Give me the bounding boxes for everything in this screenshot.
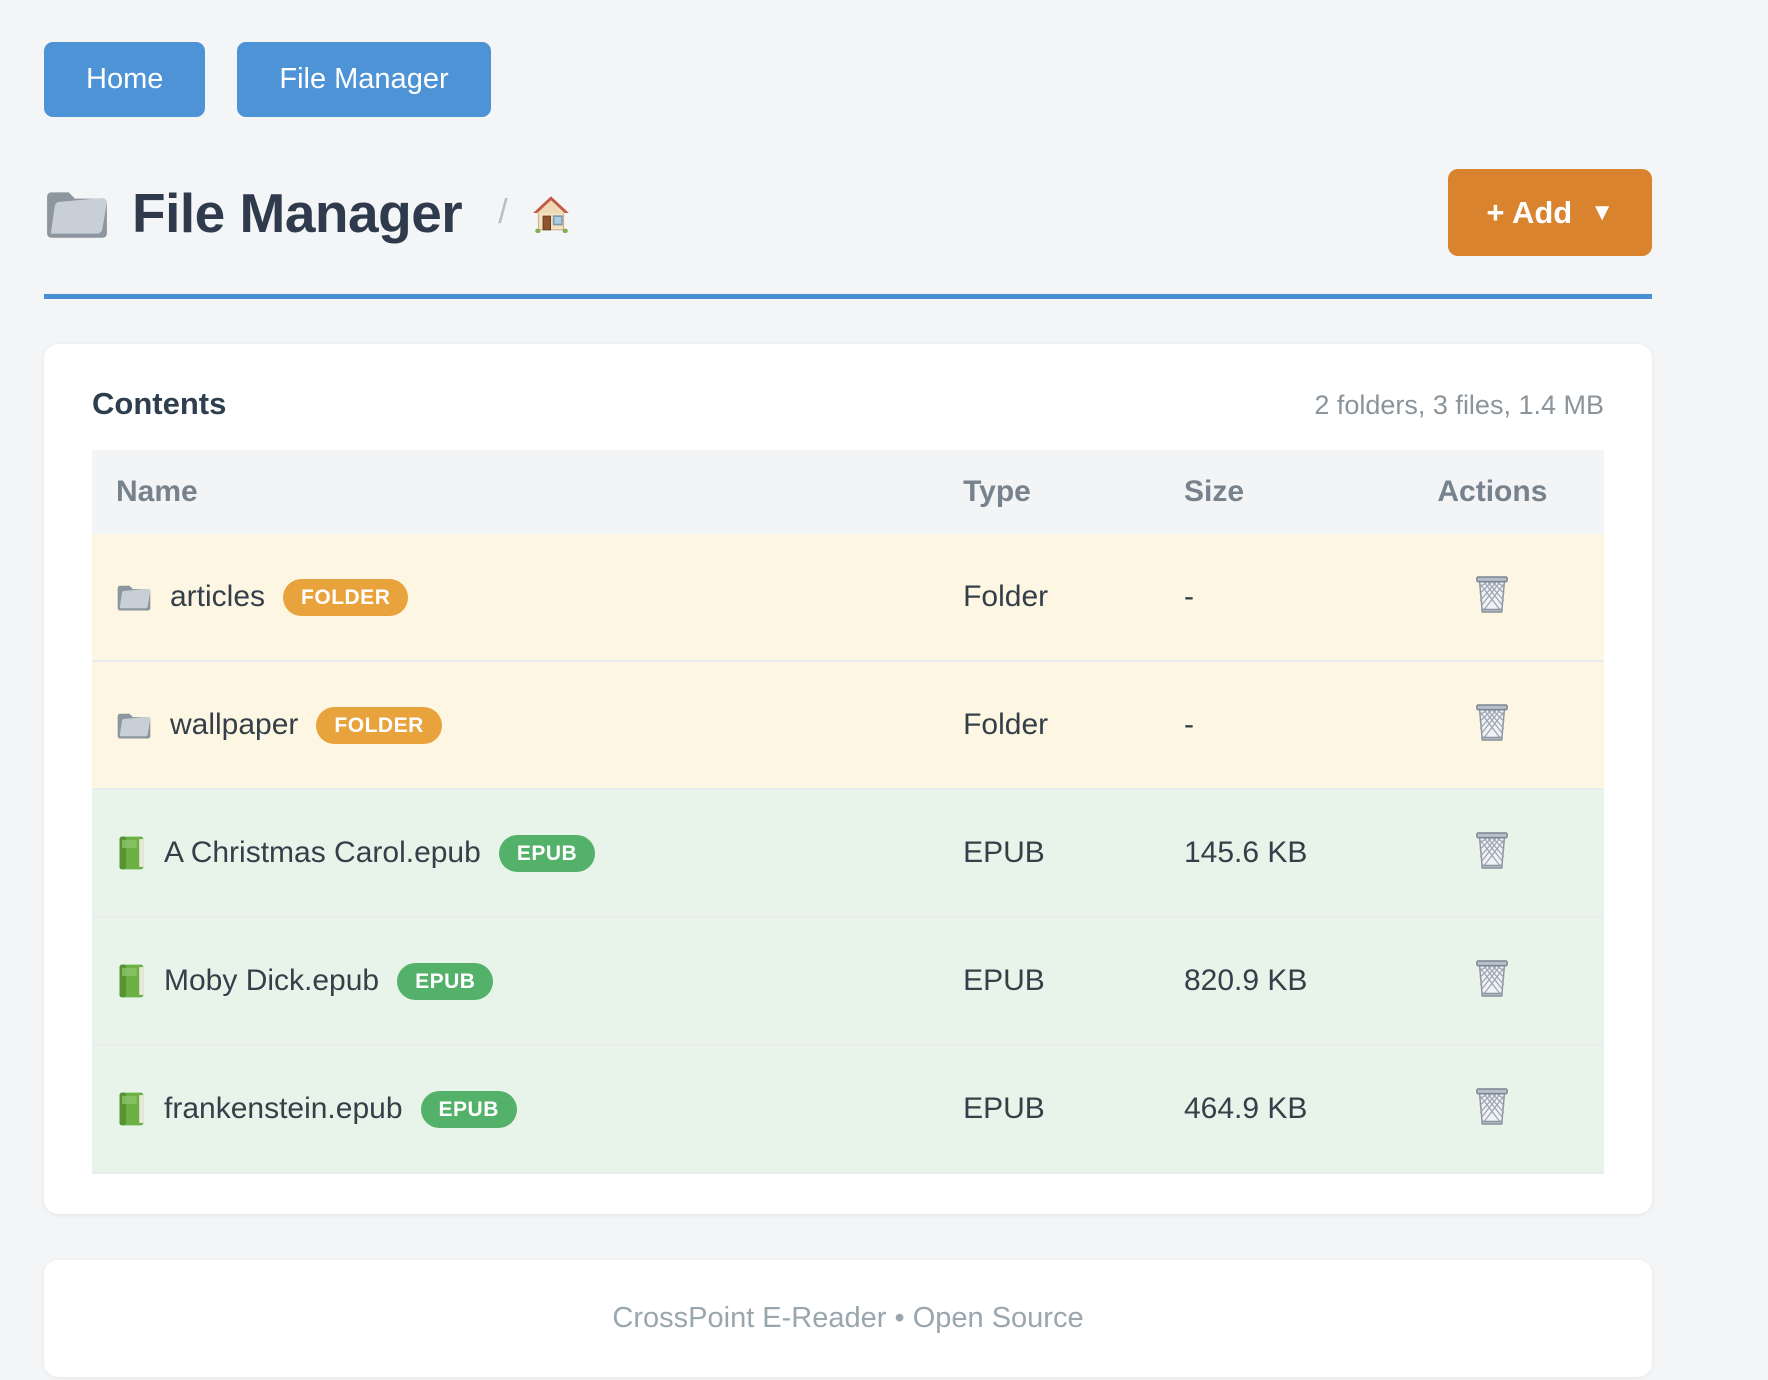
file-size: 145.6 KB	[1159, 789, 1381, 918]
file-type-badge: EPUB	[420, 1090, 517, 1128]
table-header-row: Name Type Size Actions	[92, 450, 1604, 534]
add-button[interactable]: + Add ▼	[1448, 169, 1652, 256]
footer: CrossPoint E-Reader • Open Source	[44, 1260, 1652, 1377]
file-name[interactable]: frankenstein.epub	[164, 1092, 403, 1125]
table-body: articles FOLDER Folder -	[92, 534, 1604, 1174]
breadcrumb-separator: /	[498, 193, 508, 231]
nav-button-home[interactable]: Home	[44, 42, 206, 117]
file-name[interactable]: articles	[170, 580, 266, 613]
contents-card: Contents 2 folders, 3 files, 1.4 MB Name…	[44, 344, 1652, 1214]
folder-icon	[116, 582, 152, 612]
table-row: Moby Dick.epub EPUB EPUB 820.9 KB	[92, 917, 1604, 1046]
footer-text: CrossPoint E-Reader • Open Source	[612, 1302, 1084, 1334]
trash-icon	[1473, 1085, 1511, 1127]
folder-icon	[44, 186, 110, 240]
file-size: -	[1159, 661, 1381, 790]
add-button-label: + Add	[1486, 195, 1573, 230]
book-icon	[116, 963, 146, 999]
table-row: articles FOLDER Folder -	[92, 534, 1604, 662]
file-size: -	[1159, 534, 1381, 662]
page-title: File Manager	[132, 181, 463, 244]
column-header-name: Name	[92, 450, 940, 534]
trash-icon	[1473, 829, 1511, 871]
column-header-type: Type	[939, 450, 1160, 534]
file-table: Name Type Size Actions	[92, 450, 1604, 1174]
file-name[interactable]: A Christmas Carol.epub	[164, 836, 481, 869]
file-type-badge: FOLDER	[316, 706, 442, 744]
contents-title: Contents	[92, 386, 227, 421]
delete-button[interactable]	[1471, 955, 1513, 1004]
file-name[interactable]: Moby Dick.epub	[164, 964, 380, 997]
file-type: Folder	[939, 534, 1160, 662]
page-header: File Manager / + Add ▼	[44, 169, 1652, 256]
delete-button[interactable]	[1471, 827, 1513, 876]
trash-icon	[1473, 957, 1511, 999]
table-row: frankenstein.epub EPUB EPUB 464.9 KB	[92, 1045, 1604, 1174]
top-nav: Home File Manager	[44, 42, 1652, 117]
table-row: wallpaper FOLDER Folder -	[92, 661, 1604, 790]
house-icon[interactable]	[530, 192, 572, 234]
book-icon	[116, 835, 146, 871]
file-type: EPUB	[939, 789, 1160, 918]
file-type-badge: FOLDER	[283, 578, 409, 616]
contents-summary: 2 folders, 3 files, 1.4 MB	[1314, 390, 1604, 420]
caret-down-icon: ▼	[1590, 198, 1614, 226]
heading-divider	[44, 294, 1652, 299]
delete-button[interactable]	[1471, 571, 1513, 620]
file-type-badge: EPUB	[397, 962, 494, 1000]
file-size: 464.9 KB	[1159, 1045, 1381, 1174]
nav-button-file-manager[interactable]: File Manager	[237, 42, 491, 117]
trash-icon	[1473, 573, 1511, 615]
file-size: 820.9 KB	[1159, 917, 1381, 1046]
table-row: A Christmas Carol.epub EPUB EPUB 145.6 K…	[92, 789, 1604, 918]
delete-button[interactable]	[1471, 699, 1513, 748]
column-header-actions: Actions	[1380, 450, 1604, 534]
file-type: Folder	[939, 661, 1160, 790]
delete-button[interactable]	[1471, 1083, 1513, 1132]
file-name[interactable]: wallpaper	[170, 708, 299, 741]
file-type-badge: EPUB	[498, 834, 596, 872]
folder-icon	[116, 710, 152, 740]
trash-icon	[1473, 701, 1511, 743]
column-header-size: Size	[1159, 450, 1381, 534]
book-icon	[116, 1091, 146, 1127]
file-type: EPUB	[939, 917, 1160, 1046]
file-type: EPUB	[939, 1045, 1160, 1174]
